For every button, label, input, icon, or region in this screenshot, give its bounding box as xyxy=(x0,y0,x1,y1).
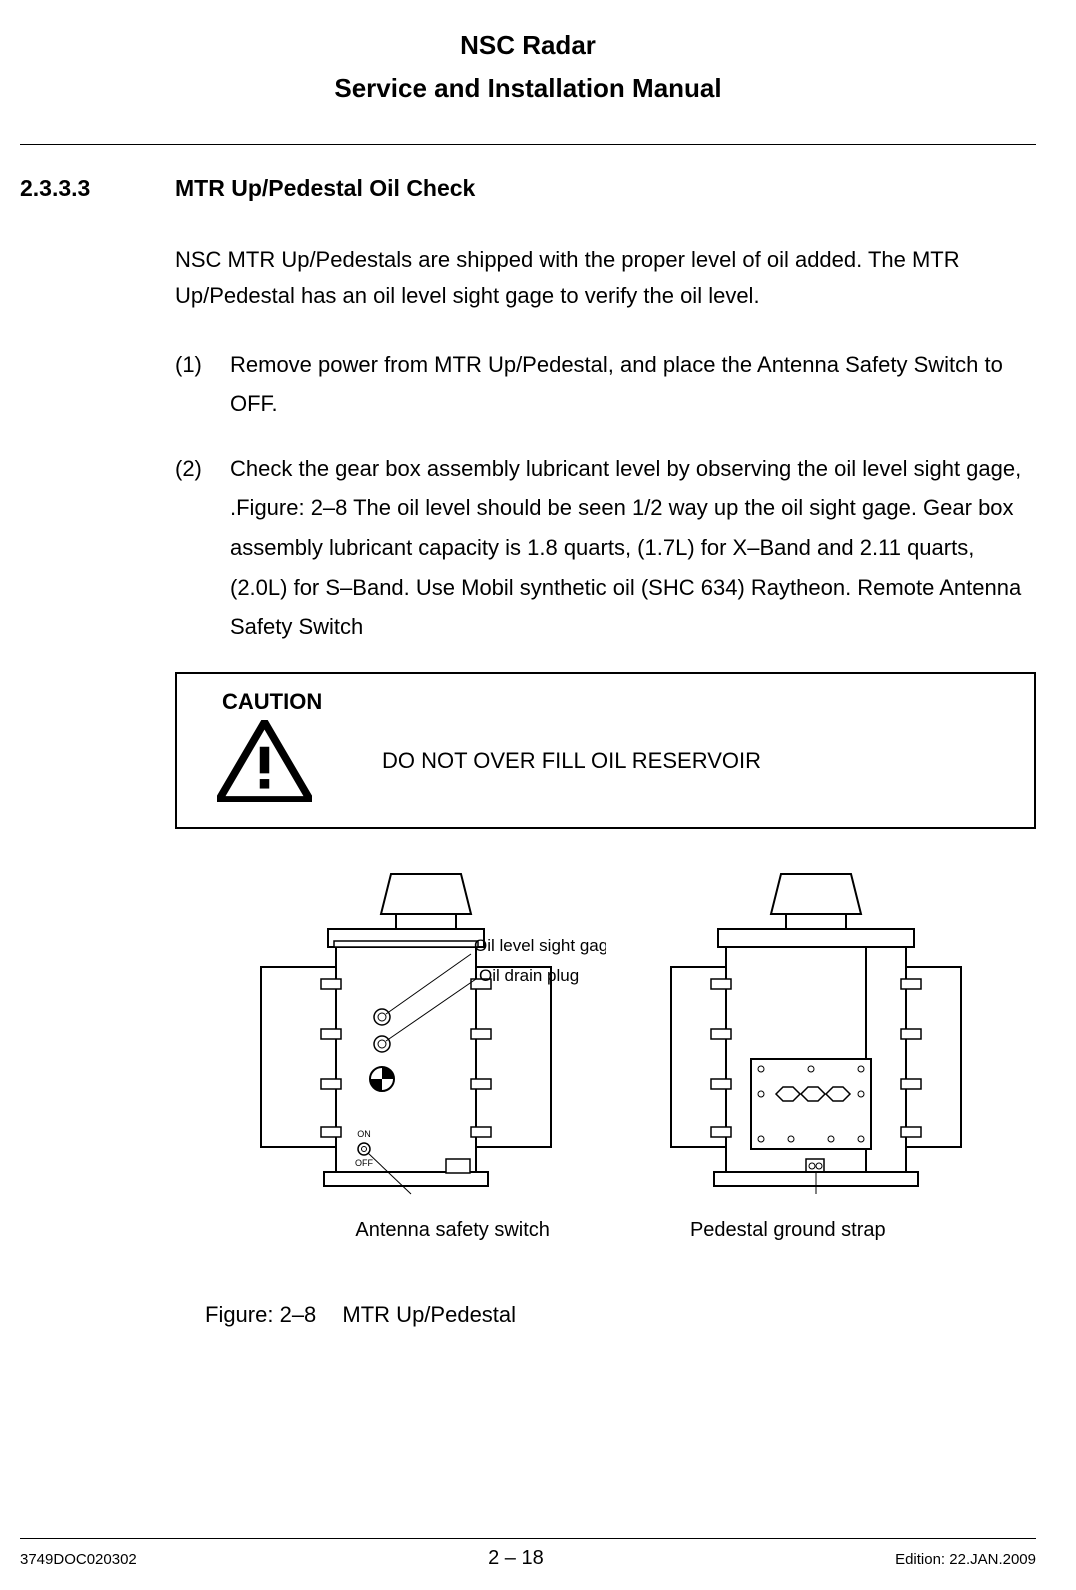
section-heading: 2.3.3.3 MTR Up/Pedestal Oil Check xyxy=(20,175,1036,202)
section-title: MTR Up/Pedestal Oil Check xyxy=(175,175,475,202)
antenna-switch-label: Antenna safety switch xyxy=(355,1219,550,1242)
pedestal-front-diagram: ON OFF Oil level sight gage Oil drain pl… xyxy=(246,869,606,1209)
step-1-text: Remove power from MTR Up/Pedestal, and p… xyxy=(230,345,1036,424)
oil-drain-label: Oil drain plug xyxy=(479,966,579,985)
header-rule xyxy=(20,144,1036,145)
footer-rule xyxy=(20,1538,1036,1539)
intro-paragraph: NSC MTR Up/Pedestals are shipped with th… xyxy=(175,242,1036,315)
caution-box: CAUTION DO NOT OVER FILL OIL RESERVOIR xyxy=(175,672,1036,829)
switch-off-label: OFF xyxy=(355,1158,373,1168)
step-2-num: (2) xyxy=(175,449,230,647)
doc-subtitle: Service and Installation Manual xyxy=(20,73,1036,104)
footer-edition: Edition: 22.JAN.2009 xyxy=(895,1551,1036,1568)
figure-number: Figure: 2–8 xyxy=(205,1302,316,1327)
figure-caption: Figure: 2–8 MTR Up/Pedestal xyxy=(205,1302,1036,1328)
step-1: (1) Remove power from MTR Up/Pedestal, a… xyxy=(175,345,1036,424)
caution-text: DO NOT OVER FILL OIL RESERVOIR xyxy=(382,748,761,774)
oil-sight-label: Oil level sight gage xyxy=(474,936,606,955)
warning-icon xyxy=(217,720,312,802)
figure-bottom-labels: Antenna safety switch Pedestal ground st… xyxy=(205,1219,1036,1242)
section-number: 2.3.3.3 xyxy=(20,175,175,202)
step-2: (2) Check the gear box assembly lubrican… xyxy=(175,449,1036,647)
doc-title: NSC Radar xyxy=(20,30,1036,61)
page: NSC Radar Service and Installation Manua… xyxy=(0,0,1076,1590)
footer-doc-id: 3749DOC020302 xyxy=(20,1551,137,1568)
body-column: NSC MTR Up/Pedestals are shipped with th… xyxy=(175,242,1036,1328)
footer-page-number: 2 – 18 xyxy=(488,1547,544,1570)
switch-on-label: ON xyxy=(357,1129,371,1139)
figure-caption-text: MTR Up/Pedestal xyxy=(342,1302,516,1327)
ground-strap-label: Pedestal ground strap xyxy=(690,1219,886,1242)
step-2-text: Check the gear box assembly lubricant le… xyxy=(230,449,1036,647)
caution-label: CAUTION xyxy=(222,689,1014,715)
pedestal-rear-diagram xyxy=(666,869,966,1209)
step-1-num: (1) xyxy=(175,345,230,424)
page-footer: 3749DOC020302 2 – 18 Edition: 22.JAN.200… xyxy=(20,1538,1036,1570)
figure-area: ON OFF Oil level sight gage Oil drain pl… xyxy=(175,869,1036,1209)
